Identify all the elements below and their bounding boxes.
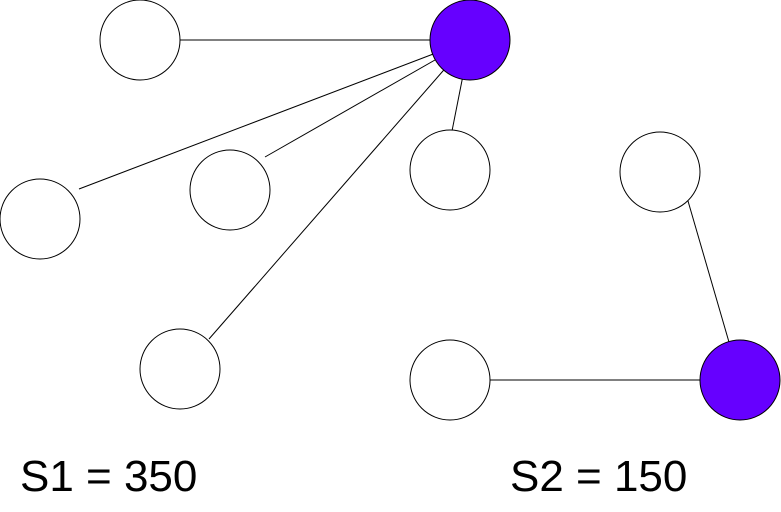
graph-s1-label: S1 = 350 [20,452,198,501]
leaf-node [0,178,81,260]
leaf-node [619,131,701,213]
graph-s2-label: S2 = 150 [510,452,688,501]
leaf-node [189,149,271,231]
hub-node [429,0,511,81]
leaf-node [99,0,181,81]
edge-s1-2 [78,39,471,190]
leaf-node [139,328,221,410]
edge-s1-5 [208,39,471,340]
graph-s2 [409,131,781,421]
leaf-node [409,129,491,211]
hub-node [699,339,781,421]
leaf-node [409,339,491,421]
graph-s1 [0,0,511,410]
